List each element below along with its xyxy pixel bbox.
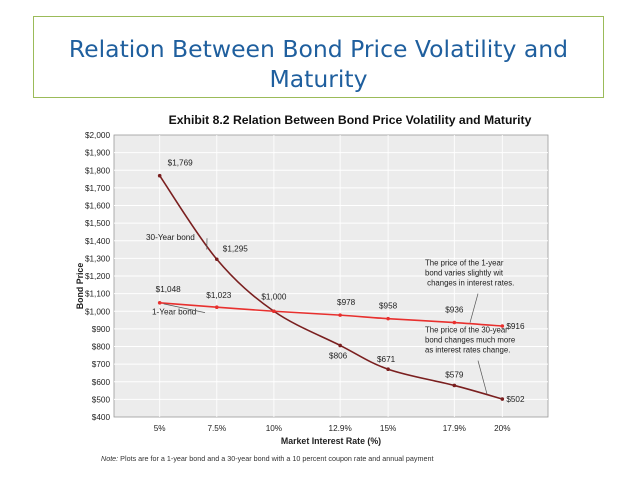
y-tick-label: $1,000 xyxy=(85,307,110,316)
data-point xyxy=(500,397,505,401)
leader-line xyxy=(163,303,206,313)
y-tick-label: $800 xyxy=(92,343,111,352)
data-label: $958 xyxy=(379,302,398,311)
leader-line xyxy=(469,293,479,323)
chart-note: Note: Plots are for a 1-year bond and a … xyxy=(101,454,433,463)
data-point xyxy=(386,367,390,372)
leader-line xyxy=(477,360,488,395)
data-point xyxy=(157,300,162,305)
y-tick-label: $600 xyxy=(92,378,111,387)
x-tick-label: 10% xyxy=(266,424,282,433)
data-point xyxy=(386,316,390,321)
data-label: $806 xyxy=(329,351,348,360)
slide-title-box: Relation Between Bond Price Volatility a… xyxy=(33,16,604,98)
y-tick-label: $1,100 xyxy=(85,290,110,299)
x-tick-label: 17.9% xyxy=(443,424,466,433)
y-tick-label: $1,400 xyxy=(85,237,110,246)
y-axis-label: Bond Price xyxy=(75,263,85,310)
data-point xyxy=(214,257,219,262)
note-prefix: Note: xyxy=(101,454,119,463)
x-tick-label: 20% xyxy=(494,424,510,433)
y-tick-label: $1,700 xyxy=(85,184,110,193)
y-tick-label: $1,800 xyxy=(85,166,110,175)
data-point xyxy=(157,173,162,178)
annotation-30-year: The price of the 30-year bond changes muc… xyxy=(425,325,515,354)
y-tick-label: $1,300 xyxy=(85,254,110,263)
y-tick-label: $1,500 xyxy=(85,219,110,228)
data-label: $1,295 xyxy=(223,244,248,253)
y-tick-label: $1,900 xyxy=(85,149,110,158)
x-tick-label: 7.5% xyxy=(207,424,226,433)
data-point xyxy=(338,313,342,317)
y-tick-label: $400 xyxy=(92,413,111,422)
data-label: $671 xyxy=(377,355,396,364)
data-label: $916 xyxy=(506,322,525,331)
data-point xyxy=(338,343,342,348)
x-tick-label: 12.9% xyxy=(329,424,352,433)
data-label: $936 xyxy=(445,306,464,315)
slide-title-line-2: Maturity xyxy=(269,65,368,93)
series-label-30-year: 30-Year bond xyxy=(146,233,195,242)
data-label: $1,048 xyxy=(156,285,181,294)
note-text: Plots are for a 1-year bond and a 30-yea… xyxy=(118,454,434,463)
data-point xyxy=(272,309,276,314)
y-tick-label: $500 xyxy=(92,395,111,404)
annotation-1-year: The price of the 1-year bond varies sligh… xyxy=(425,258,514,287)
data-label: $579 xyxy=(445,370,464,379)
x-tick-label: 5% xyxy=(154,424,166,433)
y-tick-label: $1,200 xyxy=(85,272,110,281)
data-label: $978 xyxy=(337,298,356,307)
data-point xyxy=(452,320,457,325)
data-label: $1,000 xyxy=(261,292,286,301)
x-axis-label: Market Interest Rate (%) xyxy=(281,436,381,446)
data-label: $502 xyxy=(506,395,525,404)
series-label-1-year: 1-Year bond xyxy=(152,308,197,317)
data-label: $1,023 xyxy=(206,291,231,300)
x-tick-label: 15% xyxy=(380,424,396,433)
data-point xyxy=(500,324,505,328)
slide-title-line-1: Relation Between Bond Price Volatility a… xyxy=(68,35,569,63)
y-tick-label: $2,000 xyxy=(85,131,110,140)
data-label: $1,769 xyxy=(168,159,193,168)
data-point xyxy=(452,383,457,388)
exhibit-title: Exhibit 8.2 Relation Between Bond Price … xyxy=(169,113,532,127)
y-tick-label: $700 xyxy=(92,360,111,369)
data-point xyxy=(214,305,219,309)
y-tick-label: $1,600 xyxy=(85,202,110,211)
y-tick-label: $900 xyxy=(92,325,111,334)
